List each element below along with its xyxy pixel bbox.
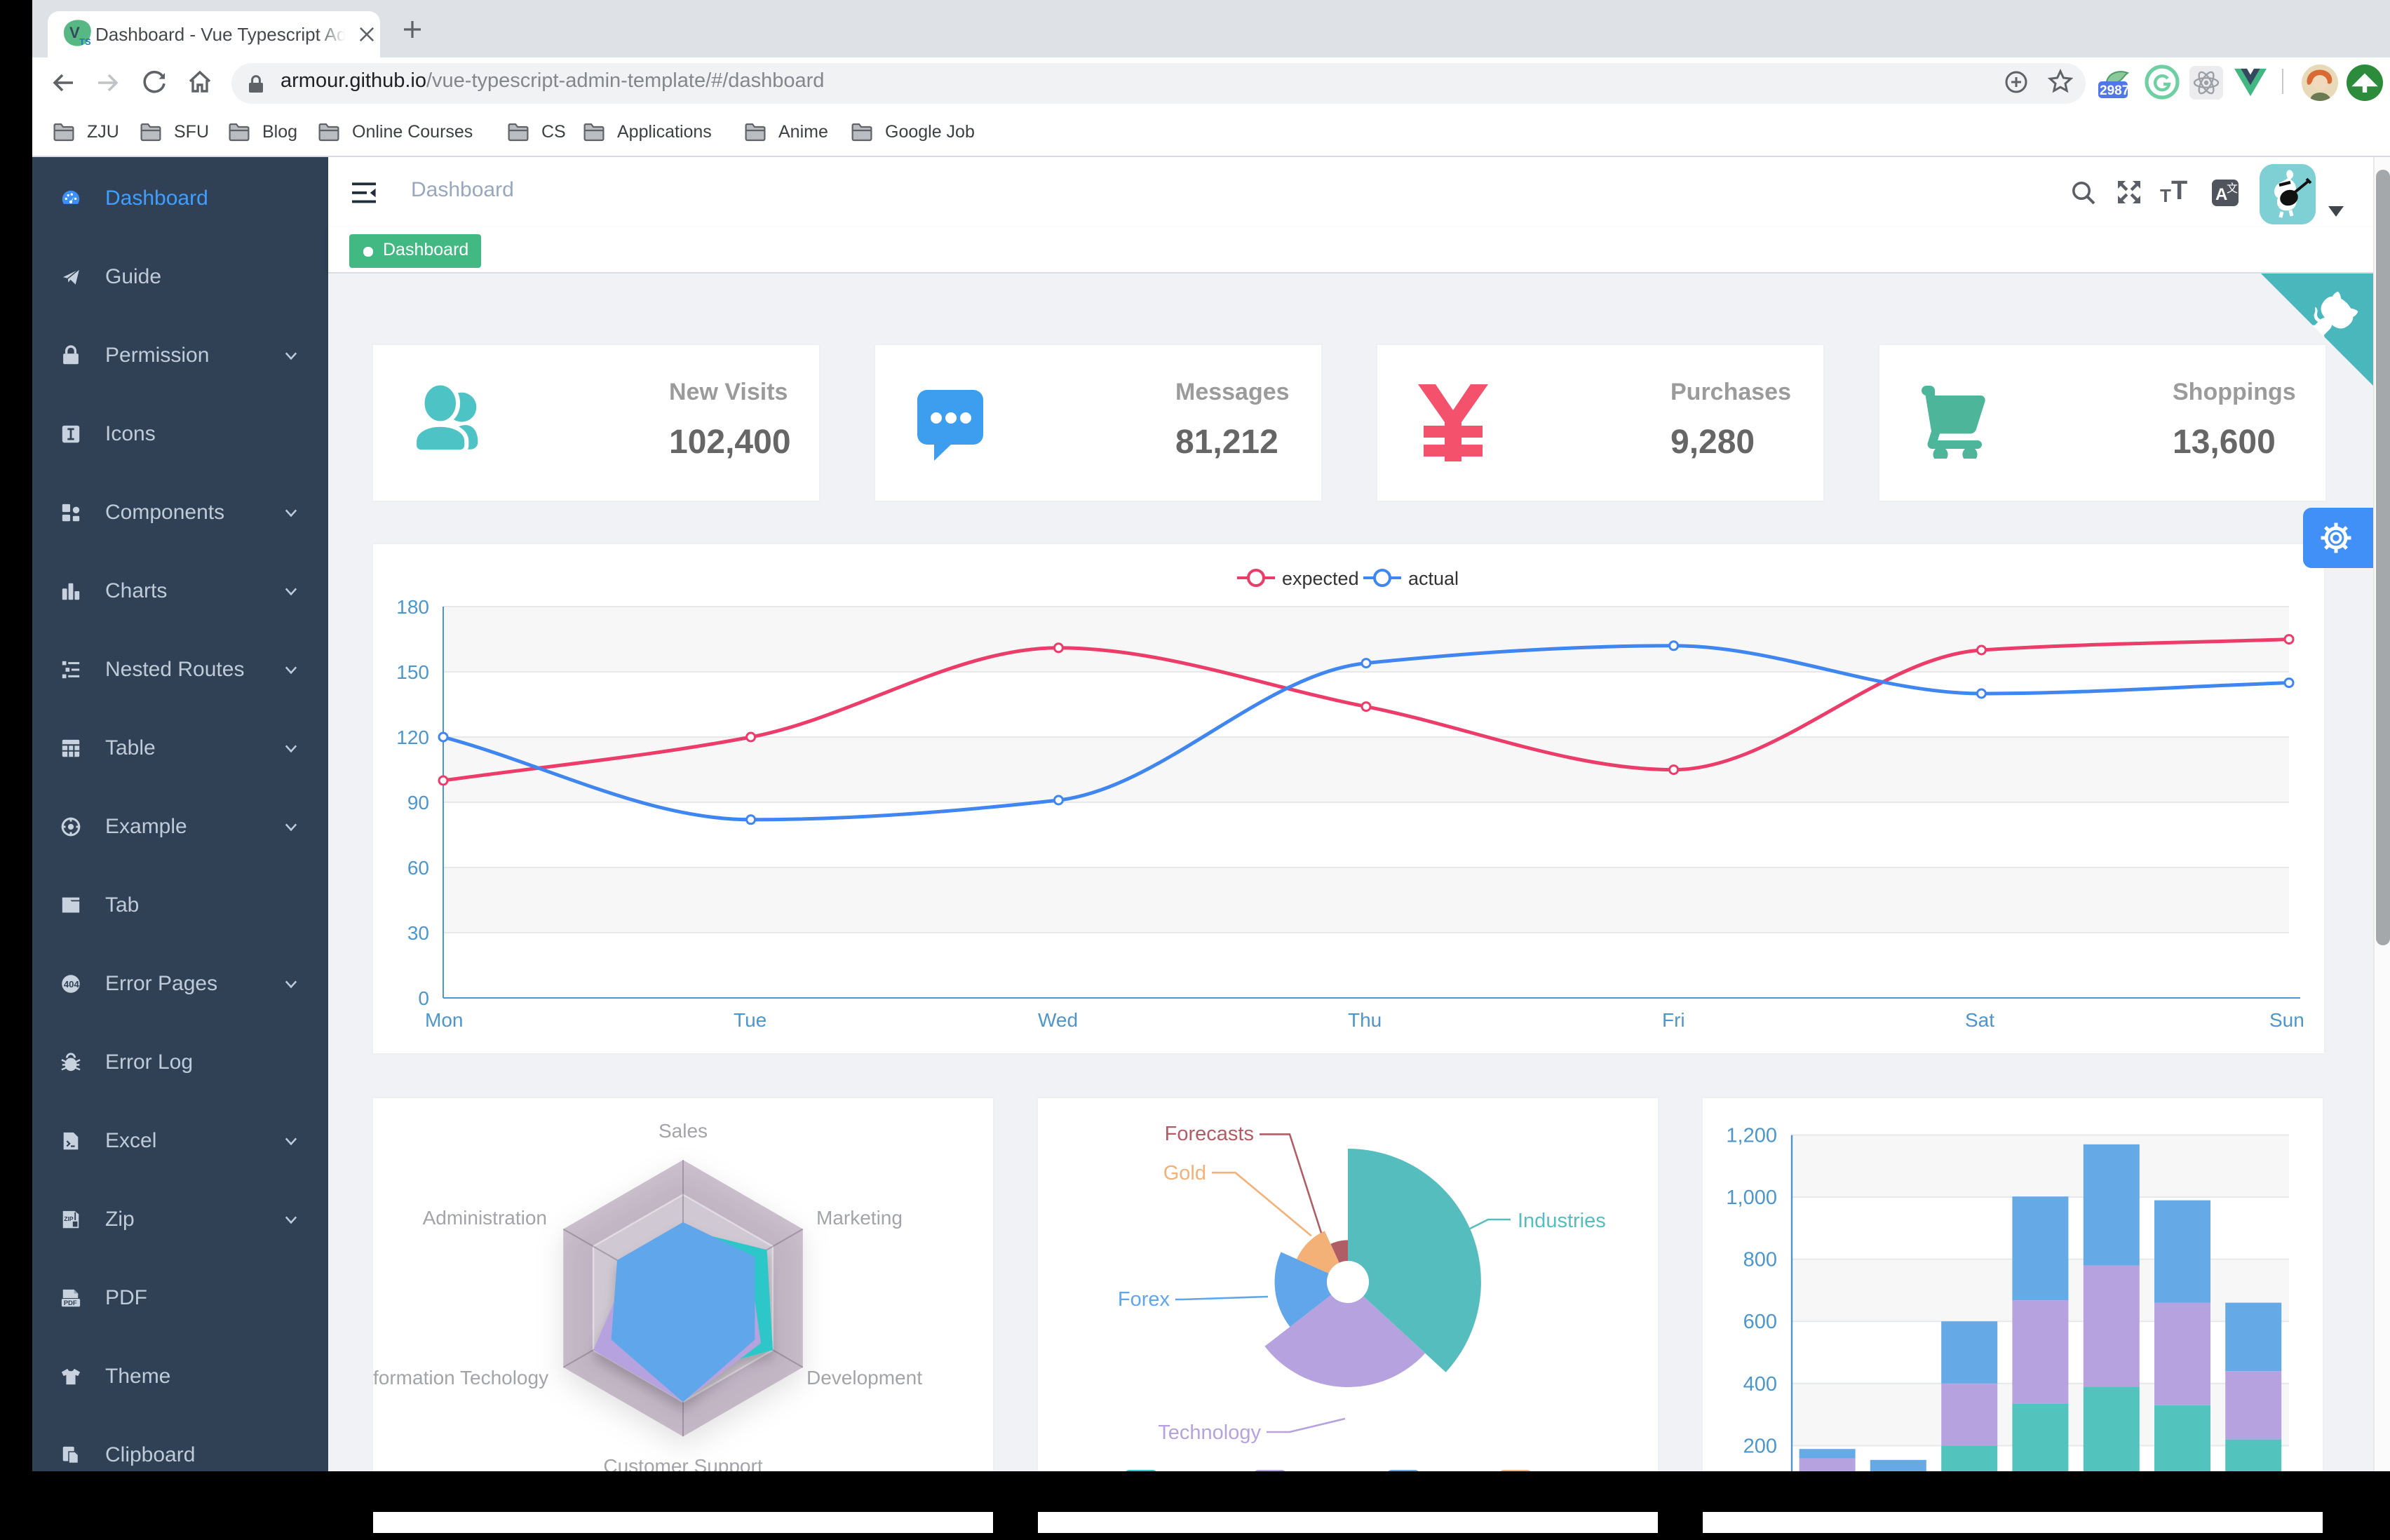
svg-text:Sat: Sat	[1965, 1009, 1994, 1031]
svg-text:Thu: Thu	[1348, 1009, 1382, 1031]
svg-text:TS: TS	[79, 36, 91, 47]
svg-text:120: 120	[396, 727, 429, 748]
svg-text:V: V	[69, 24, 80, 41]
svg-text:180: 180	[396, 596, 429, 618]
svg-text:Gold: Gold	[1163, 1162, 1206, 1184]
svg-text:404: 404	[64, 979, 80, 989]
svg-text:Tue: Tue	[734, 1009, 767, 1031]
svg-text:2987: 2987	[2099, 83, 2128, 98]
svg-text:0: 0	[418, 987, 429, 1009]
svg-text:PDF: PDF	[64, 1299, 77, 1306]
svg-text:Development: Development	[806, 1367, 922, 1389]
svg-text:expected: expected	[1282, 568, 1359, 589]
svg-text:Marketing: Marketing	[816, 1207, 903, 1229]
svg-text:800: 800	[1743, 1249, 1777, 1271]
svg-text:200: 200	[1743, 1435, 1777, 1457]
svg-text:ZIP: ZIP	[64, 1215, 74, 1222]
svg-text:Technology: Technology	[1158, 1421, 1261, 1444]
svg-text:400: 400	[1743, 1373, 1777, 1396]
svg-text:150: 150	[396, 661, 429, 683]
svg-text:Forex: Forex	[1118, 1288, 1170, 1311]
svg-text:actual: actual	[1408, 568, 1459, 589]
svg-text:Fri: Fri	[1662, 1009, 1685, 1031]
svg-text:formation Techology: formation Techology	[373, 1367, 548, 1389]
svg-text:A: A	[2215, 185, 2227, 204]
svg-text:Sun: Sun	[2269, 1009, 2304, 1031]
svg-text:文: 文	[2226, 182, 2237, 195]
svg-text:Sales: Sales	[659, 1120, 708, 1142]
svg-text:600: 600	[1743, 1311, 1777, 1333]
svg-text:1,200: 1,200	[1726, 1125, 1777, 1147]
svg-text:60: 60	[407, 857, 429, 879]
svg-text:Administration: Administration	[423, 1207, 547, 1229]
svg-text:Mon: Mon	[425, 1009, 463, 1031]
svg-text:Forecasts: Forecasts	[1165, 1123, 1254, 1145]
svg-text:Industries: Industries	[1518, 1210, 1606, 1232]
svg-text:1,000: 1,000	[1726, 1187, 1777, 1209]
svg-text:Wed: Wed	[1038, 1009, 1078, 1031]
svg-text:90: 90	[407, 792, 429, 813]
svg-text:30: 30	[407, 922, 429, 944]
